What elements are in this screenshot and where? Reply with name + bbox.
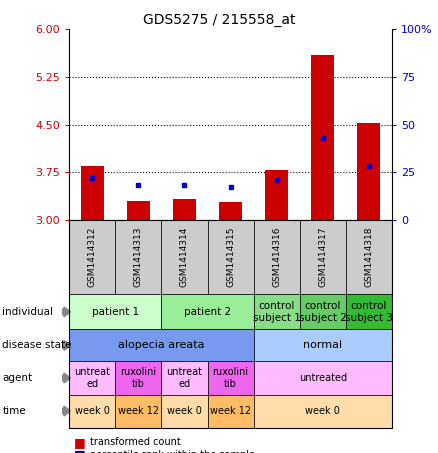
Text: ■: ■: [74, 448, 85, 453]
Text: GSM1414317: GSM1414317: [318, 227, 327, 287]
Bar: [219, 202, 242, 220]
Text: GDS5275 / 215558_at: GDS5275 / 215558_at: [143, 13, 295, 27]
Text: GSM1414312: GSM1414312: [88, 227, 97, 287]
Text: ■: ■: [74, 436, 85, 448]
Text: GSM1414318: GSM1414318: [364, 227, 374, 287]
Text: week 0: week 0: [75, 406, 110, 416]
Text: GSM1414315: GSM1414315: [226, 227, 235, 287]
Text: ruxolini
tib: ruxolini tib: [212, 367, 249, 389]
Text: normal: normal: [303, 340, 343, 351]
Bar: [311, 55, 334, 220]
Bar: [173, 199, 196, 220]
Text: week 12: week 12: [118, 406, 159, 416]
Text: agent: agent: [2, 373, 32, 383]
Text: time: time: [2, 406, 26, 416]
Bar: [265, 170, 288, 220]
Text: untreat
ed: untreat ed: [74, 367, 110, 389]
Text: untreat
ed: untreat ed: [166, 367, 202, 389]
Text: patient 1: patient 1: [92, 307, 139, 317]
Text: GSM1414316: GSM1414316: [272, 227, 281, 287]
Bar: [127, 201, 150, 220]
Text: control
subject 1: control subject 1: [253, 301, 300, 323]
Bar: [357, 123, 381, 220]
Text: week 0: week 0: [305, 406, 340, 416]
Text: control
subject 3: control subject 3: [345, 301, 393, 323]
Text: untreated: untreated: [299, 373, 347, 383]
Text: control
subject 2: control subject 2: [299, 301, 347, 323]
Text: alopecia areata: alopecia areata: [118, 340, 205, 351]
Text: patient 2: patient 2: [184, 307, 231, 317]
Text: percentile rank within the sample: percentile rank within the sample: [90, 450, 255, 453]
Text: ruxolini
tib: ruxolini tib: [120, 367, 156, 389]
Text: transformed count: transformed count: [90, 437, 181, 447]
Text: individual: individual: [2, 307, 53, 317]
Bar: [81, 166, 104, 220]
Text: GSM1414313: GSM1414313: [134, 227, 143, 287]
Text: week 0: week 0: [167, 406, 202, 416]
Text: GSM1414314: GSM1414314: [180, 227, 189, 287]
Text: week 12: week 12: [210, 406, 251, 416]
Text: disease state: disease state: [2, 340, 72, 351]
